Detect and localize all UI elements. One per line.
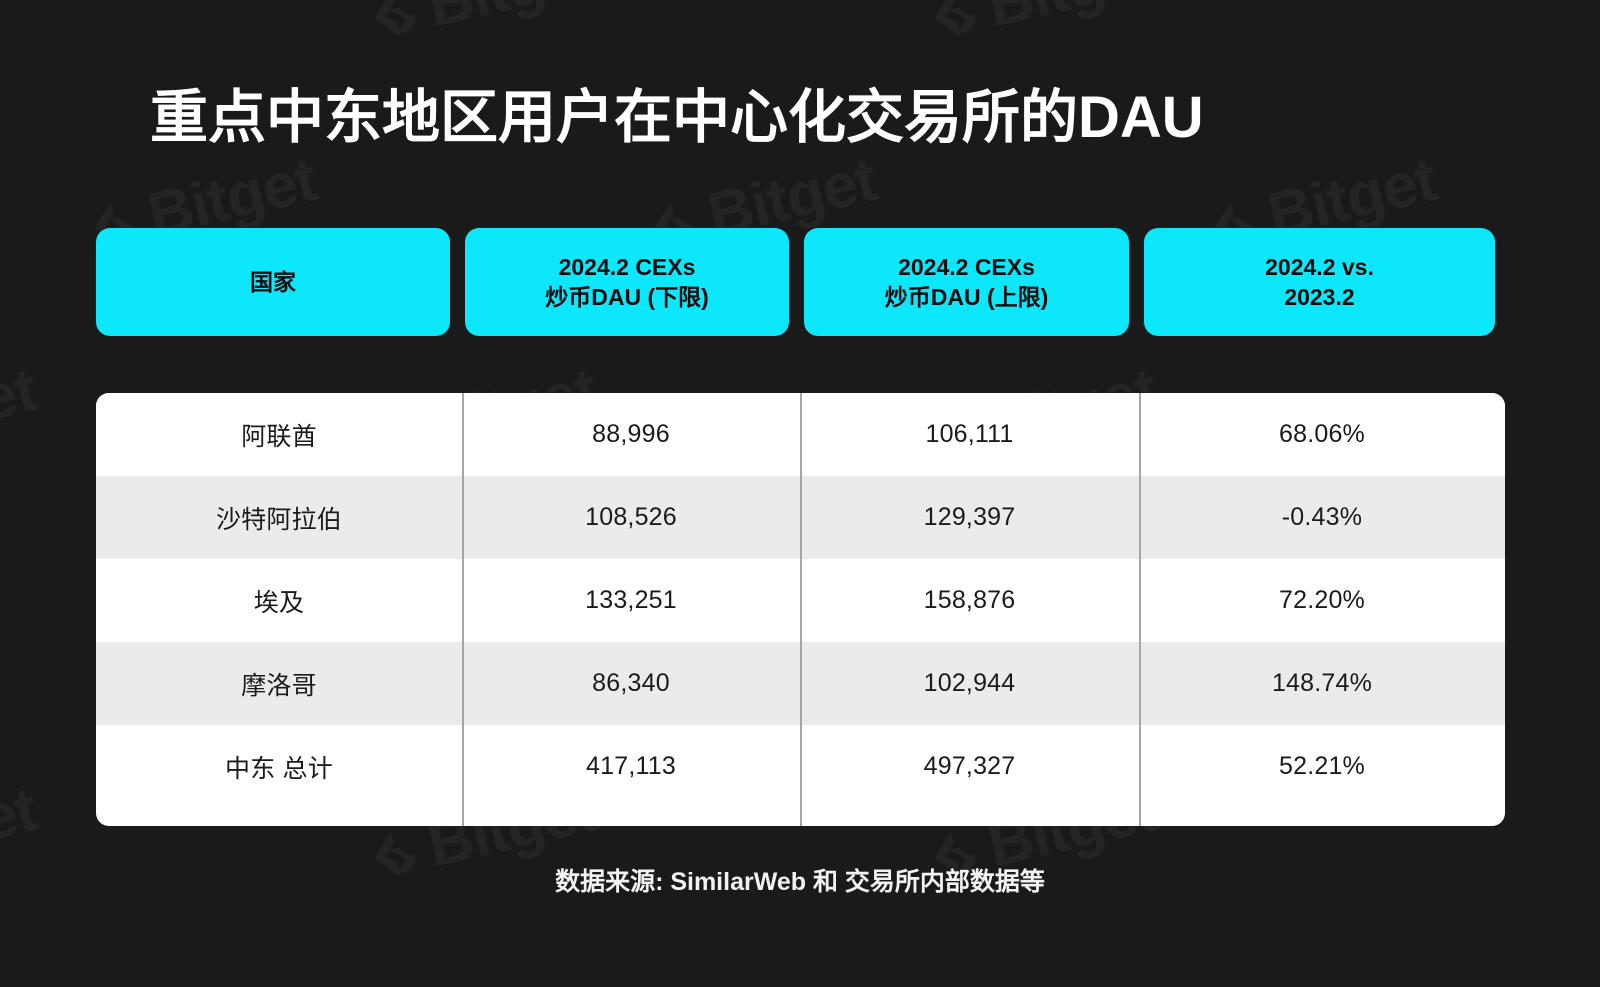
column-header-country-line1: 国家 — [250, 268, 296, 295]
watermark-bitget: Bitget — [915, 0, 1163, 57]
table-row: 埃及 133,251 158,876 72.20% — [96, 559, 1505, 642]
table-row: 沙特阿拉伯 108,526 129,397 -0.43% — [96, 476, 1505, 559]
source-note: 数据来源: SimilarWeb 和 交易所内部数据等 — [555, 868, 1045, 896]
cell-dau-high: 497,327 — [923, 752, 1016, 780]
cell-dau-low: 108,526 — [585, 503, 677, 531]
column-header-dau-high: 2024.2 CEXs 炒币DAU (上限) — [804, 228, 1129, 336]
cell-dau-low: 86,340 — [592, 669, 670, 697]
cell-yoy: 52.21% — [1279, 752, 1365, 780]
cell-yoy: 148.74% — [1271, 669, 1373, 697]
cell-dau-low: 417,113 — [586, 752, 676, 780]
table-row: 摩洛哥 86,340 102,944 148.74% — [96, 642, 1505, 725]
data-table: 阿联酋 88,996 106,111 68.06% 沙特阿拉伯 108,526 … — [96, 393, 1505, 826]
watermark-label: Bitget — [0, 0, 43, 42]
cell-dau-high: 106,111 — [925, 420, 1014, 448]
cell-dau-high: 129,397 — [923, 503, 1016, 531]
watermark-label: Bitget — [421, 0, 603, 42]
cell-country: 沙特阿拉伯 — [215, 505, 342, 534]
cell-country: 摩洛哥 — [241, 671, 317, 700]
watermark-bitget: Bitget — [0, 0, 43, 57]
cell-yoy: -0.43% — [1281, 503, 1363, 531]
cell-dau-low: 133,251 — [585, 586, 677, 614]
page-title: 重点中东地区用户在中心化交易所的DAU — [150, 85, 1204, 150]
watermark-label: Bitget — [981, 0, 1163, 42]
column-header-dau-high-line2: 炒币DAU (上限) — [884, 284, 1049, 310]
column-header-dau-high-line1: 2024.2 CEXs — [898, 253, 1035, 280]
bitget-chevron-logo-icon — [917, 0, 982, 50]
column-header-dau-low-line2: 炒币DAU (下限) — [545, 284, 709, 310]
table-header-row: 国家 2024.2 CEXs 炒币DAU (下限) 2024.2 CEXs 炒币… — [96, 228, 1505, 336]
watermark-bitget: Bitget — [0, 354, 43, 477]
cell-dau-low: 88,996 — [592, 420, 670, 448]
column-header-yoy-line1: 2024.2 vs. — [1265, 253, 1374, 280]
column-header-dau-low: 2024.2 CEXs 炒币DAU (下限) — [465, 228, 789, 336]
cell-yoy: 68.06% — [1279, 420, 1365, 448]
cell-country: 中东 总计 — [225, 754, 333, 783]
cell-dau-high: 102,944 — [923, 669, 1016, 697]
column-header-dau-low-line1: 2024.2 CEXs — [558, 253, 696, 280]
table-row: 阿联酋 88,996 106,111 68.06% — [96, 393, 1505, 476]
watermark-label: Bitget — [0, 354, 43, 461]
cell-dau-high: 158,876 — [923, 586, 1016, 614]
cell-country: 埃及 — [253, 588, 305, 617]
watermark-bitget: Bitget — [355, 0, 603, 57]
column-header-country: 国家 — [96, 228, 450, 336]
table-row-total: 中东 总计 417,113 497,327 52.21% — [96, 725, 1505, 808]
column-header-yoy-line2: 2023.2 — [1284, 284, 1355, 310]
bitget-chevron-logo-icon — [357, 0, 422, 50]
cell-yoy: 72.20% — [1279, 586, 1365, 614]
cell-country: 阿联酋 — [241, 422, 317, 451]
column-header-yoy: 2024.2 vs. 2023.2 — [1144, 228, 1495, 336]
